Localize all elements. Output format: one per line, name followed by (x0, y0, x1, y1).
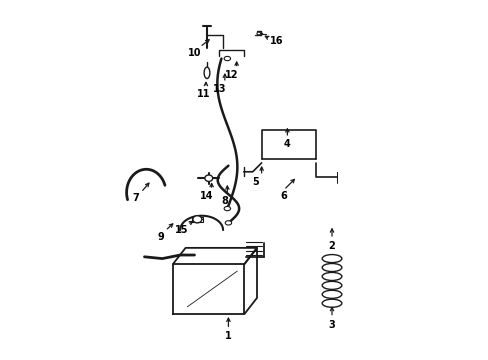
Ellipse shape (192, 216, 202, 223)
Ellipse shape (322, 273, 341, 280)
Ellipse shape (224, 206, 230, 211)
Ellipse shape (203, 67, 209, 78)
Text: 12: 12 (225, 69, 238, 80)
Text: 14: 14 (200, 191, 213, 201)
Ellipse shape (322, 255, 341, 262)
Ellipse shape (322, 290, 341, 298)
Text: 15: 15 (175, 225, 188, 235)
Text: 11: 11 (196, 89, 210, 99)
Text: 2: 2 (328, 241, 335, 251)
Text: 5: 5 (251, 177, 258, 187)
Ellipse shape (322, 299, 341, 307)
Ellipse shape (204, 175, 212, 181)
Text: 7: 7 (132, 193, 139, 203)
Text: 9: 9 (157, 232, 163, 242)
Ellipse shape (257, 32, 260, 35)
Text: 13: 13 (212, 84, 226, 94)
Ellipse shape (322, 282, 341, 289)
Text: 16: 16 (269, 36, 283, 46)
Text: 6: 6 (280, 191, 286, 201)
Text: 8: 8 (221, 197, 228, 206)
Ellipse shape (224, 57, 230, 61)
Text: 3: 3 (328, 320, 335, 330)
Text: 4: 4 (284, 139, 290, 149)
Ellipse shape (322, 264, 341, 271)
Text: 1: 1 (224, 332, 231, 342)
Text: 10: 10 (187, 48, 201, 58)
Ellipse shape (225, 221, 231, 225)
